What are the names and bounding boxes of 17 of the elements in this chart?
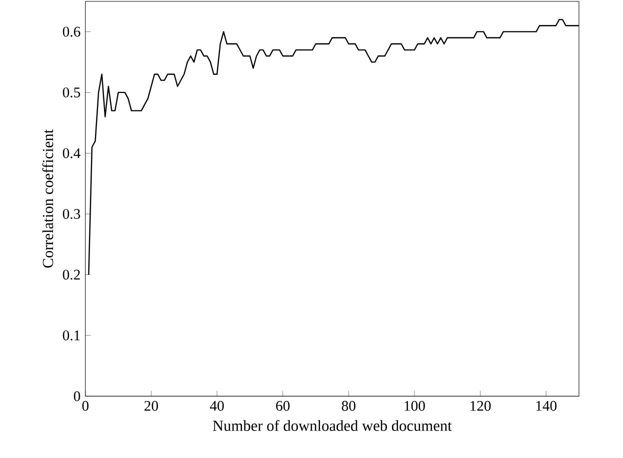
x-tick-label: 140 [536, 401, 557, 412]
x-tick-label: 0 [82, 401, 88, 412]
y-tick-label: 0.5 [62, 88, 80, 98]
y-tick-label: 0.4 [62, 148, 80, 158]
x-tick-label: 120 [470, 401, 491, 412]
y-tick-label: 0.3 [62, 209, 80, 220]
x-tick-label: 100 [404, 401, 425, 412]
y-tick-label: 0.6 [62, 26, 80, 37]
y-tick-label: 0 [74, 391, 80, 402]
x-tick-label: 20 [144, 401, 158, 412]
x-tick-label: 60 [276, 401, 290, 412]
y-axis-title: Correlation coefficient [42, 130, 54, 268]
y-tick-label: 0.2 [62, 270, 80, 280]
x-tick-label: 80 [342, 401, 356, 412]
x-tick-label: 40 [210, 401, 224, 412]
y-tick-label: 0.1 [62, 330, 80, 341]
x-axis-title: Number of downloaded web document [212, 420, 452, 432]
